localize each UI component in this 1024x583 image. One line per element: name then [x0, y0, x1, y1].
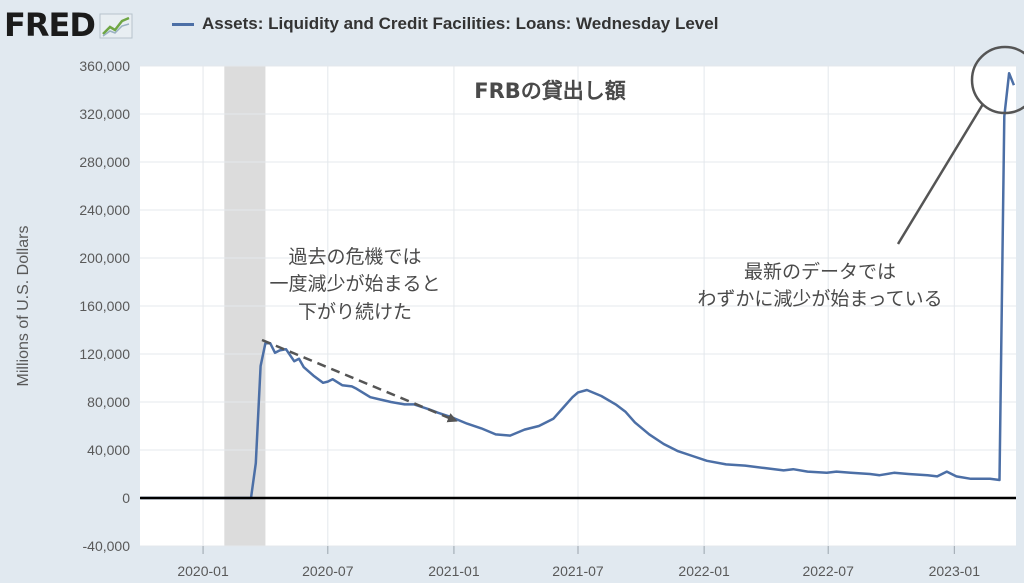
annotation-past-line: 下がり続けた [298, 301, 412, 323]
y-axis-label: Millions of U.S. Dollars [15, 226, 32, 387]
chart-legend: Assets: Liquidity and Credit Facilities:… [172, 14, 718, 34]
highlight-circle [970, 45, 1024, 115]
x-tick-label: 2023-01 [929, 563, 981, 579]
chart-header: FRED Assets: Liquidity and Credit Facili… [0, 0, 1024, 50]
y-tick-label: 120,000 [79, 346, 130, 362]
fred-logo[interactable]: FRED [4, 6, 133, 42]
annotation-latest-line: 最新のデータでは [744, 261, 896, 283]
y-tick-label: 200,000 [79, 250, 130, 266]
x-tick-label: 2020-07 [302, 563, 354, 579]
series-line-loans[interactable] [140, 71, 1016, 500]
y-tick-label: 280,000 [79, 154, 130, 170]
x-tick-label: 2022-07 [802, 563, 854, 579]
y-tick-label: 160,000 [79, 298, 130, 314]
y-tick-label: 0 [122, 490, 130, 506]
logo-text: FRED [4, 6, 96, 44]
y-tick-label: 360,000 [79, 58, 130, 74]
logo-graph-icon [99, 13, 133, 39]
annotation-latest-line: わずかに減少が始まっている [697, 288, 942, 310]
trend-arrow [261, 338, 458, 423]
pointer-line [896, 103, 985, 245]
y-tick-label: 240,000 [79, 202, 130, 218]
chart-title: FRBの貸出し額 [474, 79, 626, 103]
annotation-past-line: 一度減少が始まると [269, 273, 440, 295]
x-tick-label: 2021-07 [552, 563, 604, 579]
y-tick-label: -40,000 [83, 538, 131, 554]
y-tick-label: 40,000 [87, 442, 130, 458]
legend-swatch [172, 22, 194, 26]
legend-label: Assets: Liquidity and Credit Facilities:… [202, 14, 719, 33]
x-tick-label: 2020-01 [177, 563, 229, 579]
x-tick-label: 2022-01 [678, 563, 730, 579]
annotation-past-line: 過去の危機では [288, 246, 421, 268]
y-tick-label: 320,000 [79, 106, 130, 122]
x-tick-label: 2021-01 [428, 563, 480, 579]
y-tick-label: 80,000 [87, 394, 130, 410]
